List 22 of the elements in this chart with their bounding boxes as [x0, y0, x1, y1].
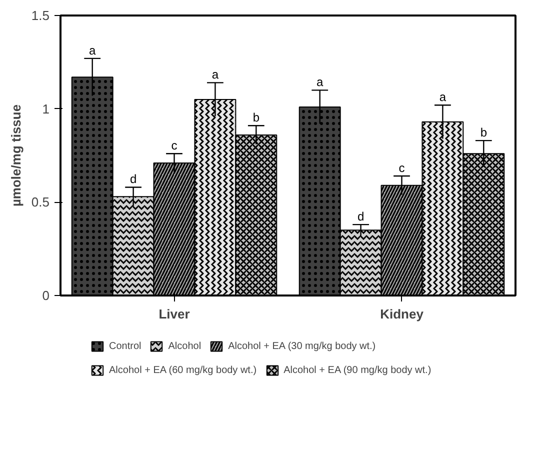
x-tick-label: Kidney — [380, 306, 424, 322]
legend-label: Alcohol + EA (60 mg/kg body wt.) — [109, 364, 257, 376]
x-tick-label: Liver — [158, 306, 190, 322]
legend-label: Alcohol + EA (90 mg/kg body wt.) — [284, 364, 432, 376]
legend-label: Alcohol + EA (30 mg/kg body wt.) — [228, 340, 376, 352]
y-tick-label: 1.5 — [31, 8, 50, 23]
y-tick-label: 1 — [42, 101, 50, 116]
data-label: d — [130, 172, 137, 186]
data-label: a — [89, 43, 96, 58]
data-label: d — [357, 210, 364, 224]
y-tick-label: 0.5 — [31, 194, 50, 210]
data-label: b — [480, 126, 488, 140]
data-label: a — [212, 68, 219, 82]
data-label: a — [316, 75, 324, 90]
data-label: a — [439, 90, 446, 104]
data-label: c — [398, 161, 405, 176]
data-label: b — [252, 110, 260, 125]
legend-label: Control — [109, 340, 142, 352]
y-axis-title: µmole/mg tissue — [8, 104, 24, 207]
legend-label: Alcohol — [168, 340, 202, 352]
y-tick-label: 0 — [42, 288, 50, 303]
data-label: c — [171, 138, 178, 153]
